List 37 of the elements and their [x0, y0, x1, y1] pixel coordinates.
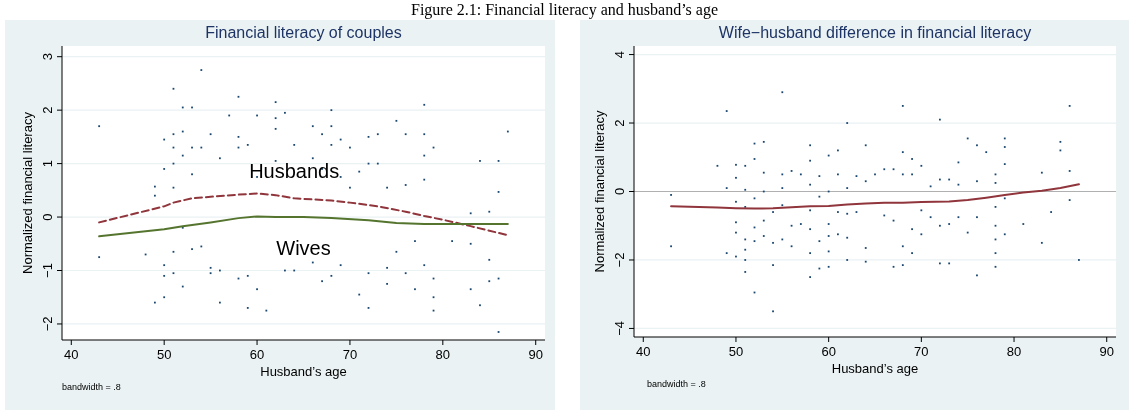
line-series [670, 183, 1080, 210]
y-axis-title: Normalized financial literacy [20, 111, 35, 274]
y-axis-title: Normalized financial literacy [592, 110, 607, 273]
x-tick-label: 80 [1006, 344, 1022, 359]
y-tick-label: 0 [40, 213, 55, 221]
x-tick-label: 70 [342, 347, 358, 362]
y-tick-label: 1 [40, 159, 55, 168]
x-tick-label: 80 [435, 347, 451, 362]
x-tick-label: 50 [156, 347, 172, 362]
y-tick-label: 4 [612, 50, 627, 59]
x-tick-label: 50 [728, 344, 744, 359]
x-tick-label: 40 [636, 344, 651, 359]
y-tick-label: 2 [40, 106, 55, 114]
x-tick-label: 90 [1099, 344, 1114, 359]
x-tick-label: 70 [914, 344, 929, 359]
x-axis-title: Husband’s age [260, 364, 347, 379]
line-series [98, 192, 509, 237]
text: bandwidth = .8 [647, 379, 706, 389]
caption: Figure 2.1: Financial literacy and husband’s age [410, 1, 719, 19]
y-tick-label: 0 [612, 187, 627, 196]
line-series [98, 215, 509, 238]
series-label: Husbands [249, 160, 340, 183]
x-tick-label: 60 [249, 347, 265, 362]
x-tick-label: 40 [64, 347, 79, 362]
x-axis-title: Husband’s age [831, 361, 919, 376]
y-tick-label: −1 [40, 263, 55, 278]
y-tick-label: 2 [612, 119, 627, 127]
y-tick-label: −2 [40, 316, 55, 332]
series-label: Wives [276, 237, 331, 260]
y-tick-label: −4 [612, 321, 627, 336]
x-tick-label: 60 [821, 344, 836, 359]
x-tick-label: 90 [528, 347, 543, 362]
text: bandwidth = .8 [62, 382, 121, 392]
y-tick-label: 3 [40, 53, 55, 61]
chart-title: Wife−husband difference in financial literacy [718, 24, 1032, 41]
chart-title: Financial literacy of couples [205, 24, 402, 41]
y-tick-label: −2 [612, 252, 627, 268]
